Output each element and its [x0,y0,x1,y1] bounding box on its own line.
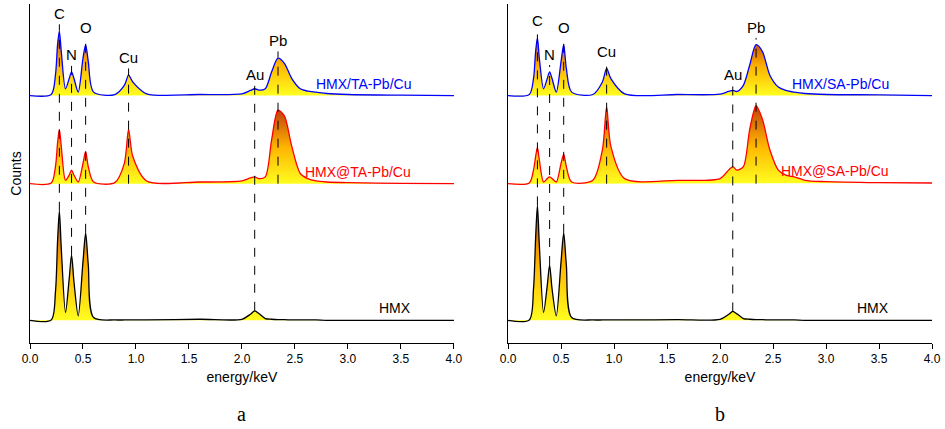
svg-text:4.0: 4.0 [446,352,463,366]
svg-text:0.0: 0.0 [500,352,517,366]
svg-text:3.5: 3.5 [393,352,410,366]
svg-text:Cu: Cu [597,43,616,60]
svg-text:C: C [532,12,543,29]
svg-text:Pb: Pb [269,32,287,49]
svg-text:energy/keV: energy/keV [685,369,756,385]
svg-text:Cu: Cu [119,49,138,66]
svg-text:b: b [715,403,725,425]
svg-text:0.0: 0.0 [22,352,39,366]
svg-text:2.5: 2.5 [765,352,782,366]
svg-text:O: O [558,19,570,36]
svg-text:1.5: 1.5 [181,352,198,366]
svg-text:1.5: 1.5 [659,352,676,366]
svg-text:HMX/TA-Pb/Cu: HMX/TA-Pb/Cu [316,76,411,92]
svg-text:Au: Au [724,66,742,83]
svg-text:HMX: HMX [857,300,889,316]
svg-text:0.5: 0.5 [75,352,92,366]
svg-text:0.5: 0.5 [553,352,570,366]
svg-text:1.0: 1.0 [128,352,145,366]
svg-text:C: C [54,5,65,22]
svg-text:3.0: 3.0 [340,352,357,366]
svg-text:a: a [237,403,246,425]
svg-text:HMX: HMX [379,300,411,316]
svg-text:4.0: 4.0 [924,352,941,366]
svg-text:HMX@TA-Pb/Cu: HMX@TA-Pb/Cu [305,164,411,180]
svg-text:Pb: Pb [747,19,765,36]
svg-text:N: N [66,46,77,63]
svg-text:Counts: Counts [8,151,24,195]
svg-text:2.0: 2.0 [712,352,729,366]
svg-text:Au: Au [246,66,264,83]
svg-text:O: O [80,19,92,36]
svg-text:energy/keV: energy/keV [207,369,278,385]
svg-text:HMX/SA-Pb/Cu: HMX/SA-Pb/Cu [792,76,889,92]
svg-text:3.0: 3.0 [818,352,835,366]
svg-text:2.5: 2.5 [287,352,304,366]
svg-text:2.0: 2.0 [234,352,251,366]
svg-text:HMX@SA-Pb/Cu: HMX@SA-Pb/Cu [781,163,889,179]
svg-text:3.5: 3.5 [871,352,888,366]
svg-text:N: N [544,46,555,63]
svg-text:1.0: 1.0 [606,352,623,366]
